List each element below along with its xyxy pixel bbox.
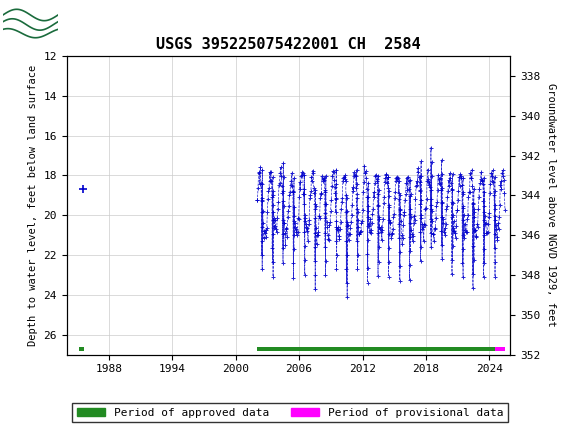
Bar: [79, 347, 84, 351]
Bar: [495, 347, 505, 351]
Title: USGS 395225075422001 CH  2584: USGS 395225075422001 CH 2584: [156, 37, 421, 52]
Bar: [257, 347, 495, 351]
Text: USGS: USGS: [67, 14, 122, 31]
Y-axis label: Depth to water level, feet below land surface: Depth to water level, feet below land su…: [28, 64, 38, 346]
Y-axis label: Groundwater level above NGVD 1929, feet: Groundwater level above NGVD 1929, feet: [546, 83, 556, 327]
Legend: Period of approved data, Period of provisional data: Period of approved data, Period of provi…: [72, 403, 508, 422]
